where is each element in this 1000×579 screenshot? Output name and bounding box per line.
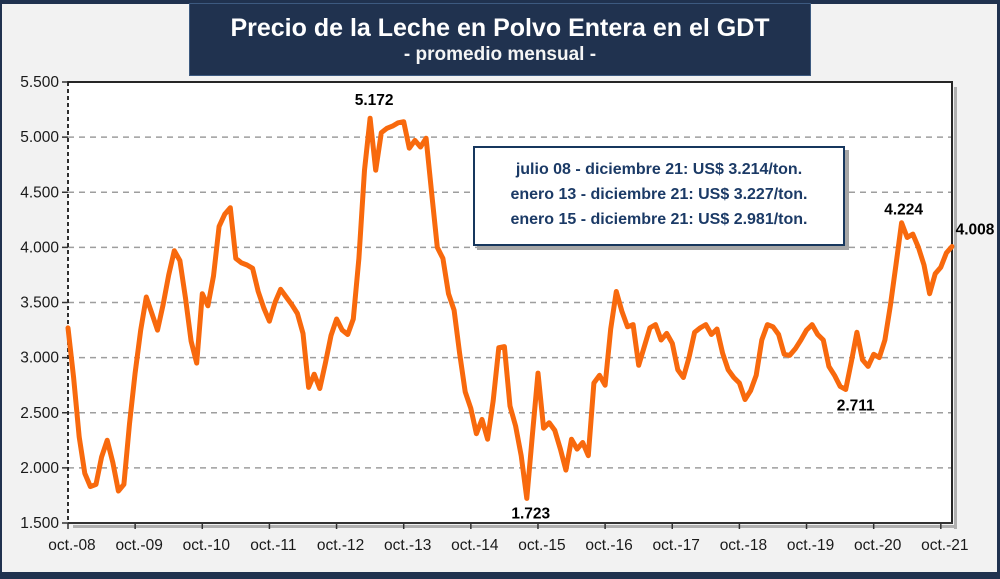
data-label: 4.008 <box>956 221 995 238</box>
x-axis-label: oct.-17 <box>653 537 700 554</box>
x-axis-label: oct.-18 <box>720 537 767 554</box>
chart-subtitle: - promedio mensual - <box>403 43 597 65</box>
plot-shadow-bottom <box>73 525 957 528</box>
x-axis-label: oct.-21 <box>921 537 968 554</box>
x-axis-label: oct.-19 <box>787 537 834 554</box>
average-line-1: julio 08 - diciembre 21: US$ 3.214/ton. <box>515 161 803 178</box>
y-axis-label: 2.500 <box>20 405 59 422</box>
data-label: 2.711 <box>837 397 875 414</box>
price-line <box>65 115 955 501</box>
x-axis-label: oct.-12 <box>317 537 364 554</box>
window-border-bottom <box>0 572 1000 579</box>
x-axis-label: oct.-15 <box>518 537 565 554</box>
window-border-left <box>0 0 2 579</box>
window-border-top <box>0 0 1000 4</box>
y-axis-label: 1.500 <box>20 515 59 532</box>
x-axis-label: oct.-13 <box>384 537 431 554</box>
x-axis-label: oct.-11 <box>250 537 296 554</box>
y-axis-label: 5.500 <box>20 74 59 91</box>
x-axis-label: oct.-09 <box>115 537 162 554</box>
x-axis-label: oct.-08 <box>48 537 95 554</box>
data-label: 1.723 <box>511 505 550 522</box>
data-label: 4.224 <box>884 202 923 219</box>
chart-title-box: Precio de la Leche en Polvo Entera en el… <box>189 3 811 76</box>
plot-shadow-right <box>954 87 957 529</box>
y-axis-label: 3.000 <box>20 350 59 367</box>
average-line-2: enero 13 - diciembre 21: US$ 3.227/ton. <box>510 185 808 203</box>
data-label: 5.172 <box>355 92 394 109</box>
x-axis-label: oct.-10 <box>183 537 231 554</box>
y-axis-label: 2.000 <box>20 460 59 477</box>
y-axis-label: 4.500 <box>20 184 59 201</box>
x-axis-label: oct.-14 <box>451 537 499 554</box>
y-axis-label: 5.000 <box>20 129 59 146</box>
average-line-3: enero 15 - diciembre 21: US$ 2.981/ton. <box>510 210 808 228</box>
window-border-right <box>997 0 1000 579</box>
x-axis-label: oct.-20 <box>854 537 902 554</box>
averages-info-box: julio 08 - diciembre 21: US$ 3.214/ton. … <box>473 146 845 247</box>
x-axis-label: oct.-16 <box>585 537 632 554</box>
chart-title: Precio de la Leche en Polvo Entera en el… <box>230 14 770 43</box>
y-axis-label: 4.000 <box>20 239 59 256</box>
y-axis-label: 3.500 <box>20 295 59 312</box>
